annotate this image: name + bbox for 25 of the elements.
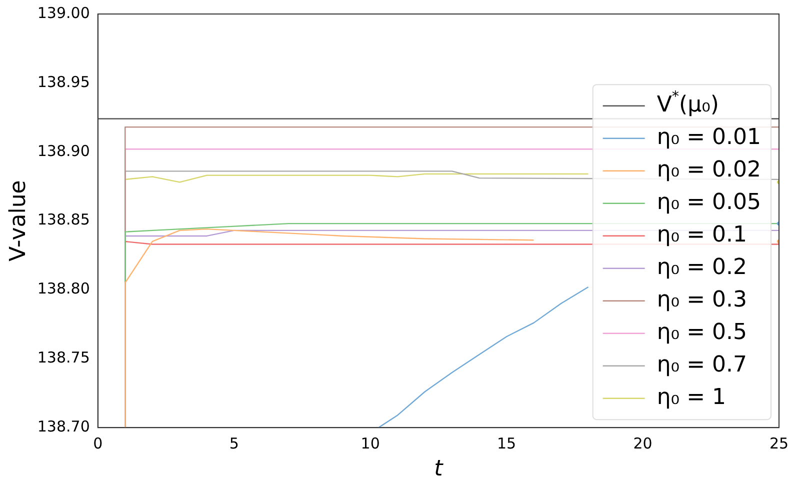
legend-label: η₀ = 0.05: [656, 190, 762, 216]
y-tick-label: 138.95: [37, 72, 90, 91]
x-tick-label: 25: [769, 434, 789, 452]
x-tick-label: 10: [360, 434, 380, 452]
legend-label: η₀ = 0.3: [656, 288, 748, 313]
y-tick-label: 138.70: [37, 417, 90, 436]
legend-label: η₀ = 0.1: [656, 222, 748, 248]
legend-label: η₀ = 0.01: [656, 125, 762, 150]
x-tick-label: 5: [229, 434, 239, 452]
y-tick-label: 138.90: [37, 142, 90, 160]
y-axis-title: V-value: [6, 180, 31, 262]
legend-label: η₀ = 0.5: [656, 320, 748, 346]
legend-label: η₀ = 1: [656, 385, 726, 410]
y-tick-label: 138.75: [37, 348, 90, 367]
y-tick-label: 138.80: [37, 280, 90, 298]
legend-label: η₀ = 0.7: [656, 352, 748, 378]
x-tick-label: 15: [497, 434, 516, 452]
legend-label: η₀ = 0.02: [656, 158, 762, 183]
x-tick-label: 0: [93, 434, 103, 452]
legend-label: V*(μ₀): [656, 88, 720, 118]
y-tick-label: 139.00: [37, 4, 90, 22]
x-axis-title: t: [434, 456, 444, 482]
y-tick-label: 138.85: [37, 210, 90, 229]
legend-label: η₀ = 0.2: [656, 255, 748, 280]
x-tick-label: 20: [633, 434, 652, 452]
